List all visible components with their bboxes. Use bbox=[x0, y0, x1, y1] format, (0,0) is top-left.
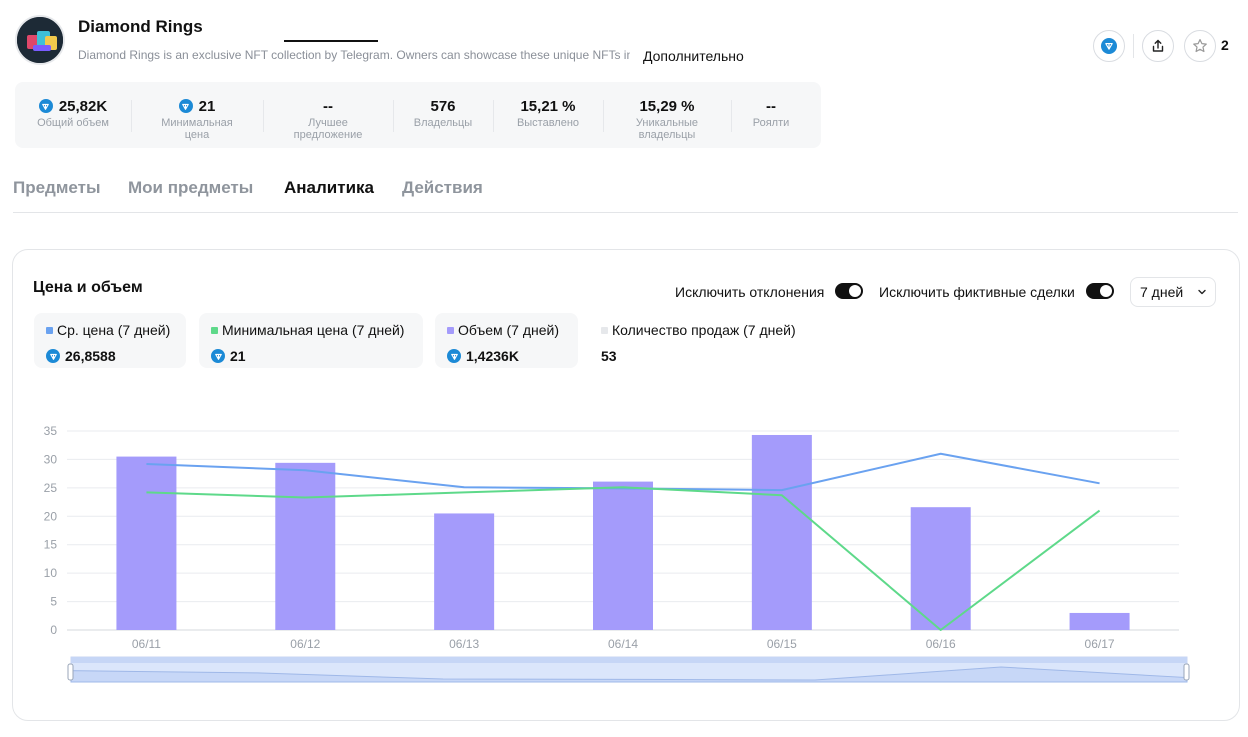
legend-name: Объем (7 дней) bbox=[458, 322, 560, 338]
avg-price-line[interactable] bbox=[146, 452, 1100, 492]
legend-value: 1,4236K bbox=[466, 348, 519, 364]
share-button[interactable] bbox=[1142, 30, 1174, 62]
ton-icon bbox=[38, 99, 53, 113]
tab-analytics[interactable]: Аналитика bbox=[284, 178, 374, 197]
x-tick-label: 06/13 bbox=[449, 637, 479, 651]
volume-bar[interactable] bbox=[593, 481, 653, 630]
volume-bar[interactable] bbox=[910, 507, 971, 630]
ton-icon bbox=[46, 349, 60, 363]
y-tick-label: 0 bbox=[50, 623, 57, 637]
zoom-slider-top-bar[interactable] bbox=[71, 657, 1187, 663]
stat-value: 25,82K bbox=[58, 97, 108, 115]
stat-floor-price: 21 Минимальная цена bbox=[131, 82, 263, 148]
y-tick-label: 30 bbox=[44, 452, 58, 466]
share-icon bbox=[1152, 39, 1164, 52]
favorites-count: 2 bbox=[1221, 37, 1229, 53]
legend-value: 21 bbox=[230, 348, 246, 364]
stat-value: 15,21 % bbox=[520, 97, 576, 115]
legend-swatch bbox=[601, 326, 608, 334]
y-tick-label: 10 bbox=[44, 566, 58, 580]
ton-icon bbox=[1101, 38, 1117, 54]
legend-floor-price[interactable]: Минимальная цена (7 дней) 21 bbox=[199, 313, 423, 368]
stat-value: 576 bbox=[430, 97, 456, 115]
x-tick-label: 06/11 bbox=[132, 637, 161, 651]
stat-best-offer: -- Лучшее предложение bbox=[263, 82, 393, 148]
tab-my-items[interactable]: Мои предметы bbox=[128, 178, 254, 197]
x-tick-label: 06/15 bbox=[767, 637, 797, 651]
legend-avg-price[interactable]: Ср. цена (7 дней) 26,8588 bbox=[34, 313, 186, 368]
legend-swatch bbox=[46, 326, 53, 334]
tab-bar: Предметы Мои предметы Аналитика Действия bbox=[13, 170, 1238, 213]
stat-label: Выставлено bbox=[516, 117, 580, 129]
star-icon bbox=[1193, 39, 1207, 53]
stat-label: Минимальная цена bbox=[161, 117, 233, 141]
tab-activity[interactable]: Действия bbox=[402, 178, 483, 197]
stat-listed: 15,21 % Выставлено bbox=[493, 82, 603, 148]
price-volume-chart: 0 5 10 15 20 25 30 35 06/11 06/12 06/13 06/14 06/15 0… bbox=[44, 424, 1190, 683]
collection-avatar bbox=[15, 15, 65, 65]
stat-value: 21 bbox=[198, 97, 216, 115]
stat-total-volume: 25,82K Общий объем bbox=[15, 82, 131, 148]
collection-description: Diamond Rings is an exclusive NFT collec… bbox=[78, 48, 630, 62]
exclude-outliers-label: Исключить отклонения bbox=[675, 284, 825, 300]
y-tick-label: 5 bbox=[50, 595, 57, 609]
active-tab-indicator bbox=[284, 40, 378, 42]
stat-label: Общий объем bbox=[37, 117, 109, 129]
favorite-button[interactable] bbox=[1184, 30, 1216, 62]
period-value: 7 дней bbox=[1140, 284, 1184, 300]
stat-label: Роялти bbox=[752, 117, 790, 129]
tab-items[interactable]: Предметы bbox=[13, 178, 101, 197]
stat-label: Лучшее предложение bbox=[293, 117, 363, 141]
y-tick-label: 35 bbox=[44, 424, 58, 438]
more-link[interactable]: Дополнительно bbox=[643, 48, 744, 64]
volume-bar[interactable] bbox=[751, 434, 812, 630]
collection-title: Diamond Rings bbox=[78, 17, 203, 36]
stats-bar: 25,82K Общий объем 21 Минимальная цена -… bbox=[15, 82, 821, 148]
volume-bar[interactable] bbox=[1069, 612, 1130, 630]
legend-name: Ср. цена (7 дней) bbox=[57, 322, 171, 338]
legend-swatch bbox=[447, 326, 454, 334]
stat-value: -- bbox=[766, 97, 776, 115]
stat-unique-owners: 15,29 % Уникальные владельцы bbox=[603, 82, 731, 148]
stat-value: 15,29 % bbox=[639, 97, 695, 115]
x-tick-label: 06/17 bbox=[1085, 637, 1115, 651]
y-tick-label: 25 bbox=[44, 481, 58, 495]
volume-bar[interactable] bbox=[434, 513, 495, 630]
exclude-wash-toggle[interactable] bbox=[1086, 283, 1114, 299]
zoom-handle-right[interactable] bbox=[1183, 663, 1190, 681]
chevron-down-icon bbox=[1198, 289, 1206, 295]
collection-image bbox=[17, 17, 63, 63]
y-tick-label: 15 bbox=[44, 538, 58, 552]
ton-icon bbox=[447, 349, 461, 363]
stat-label: Владельцы bbox=[413, 117, 473, 129]
x-tick-label: 06/14 bbox=[608, 637, 638, 651]
stat-royalty: -- Роялти bbox=[731, 82, 811, 148]
legend-value: 26,8588 bbox=[65, 348, 116, 364]
exclude-wash-label: Исключить фиктивные сделки bbox=[879, 284, 1075, 300]
x-tick-label: 06/16 bbox=[926, 637, 956, 651]
x-tick-label: 06/12 bbox=[290, 637, 320, 651]
y-tick-label: 20 bbox=[44, 509, 58, 523]
ton-network-button[interactable] bbox=[1093, 30, 1125, 62]
price-volume-card: Цена и объем Исключить отклонения Исключ… bbox=[12, 249, 1240, 721]
exclude-outliers-toggle[interactable] bbox=[835, 283, 863, 299]
legend-name: Минимальная цена (7 дней) bbox=[222, 322, 405, 338]
card-title: Цена и объем bbox=[33, 279, 143, 296]
ton-icon bbox=[211, 349, 225, 363]
floor-price-line[interactable] bbox=[146, 486, 1101, 631]
period-select[interactable]: 7 дней bbox=[1130, 277, 1216, 307]
ton-icon bbox=[178, 99, 193, 113]
legend-volume[interactable]: Объем (7 дней) 1,4236K bbox=[435, 313, 578, 368]
legend-swatch bbox=[211, 326, 218, 334]
stat-value: -- bbox=[323, 97, 333, 115]
volume-bar[interactable] bbox=[116, 456, 177, 630]
legend-name: Количество продаж (7 дней) bbox=[612, 322, 796, 338]
zoom-handle-left[interactable] bbox=[67, 663, 74, 681]
stat-label: Уникальные владельцы bbox=[635, 117, 699, 141]
volume-bar[interactable] bbox=[275, 462, 336, 630]
legend-sales-count[interactable]: Количество продаж (7 дней) 53 bbox=[589, 313, 809, 368]
legend-value: 53 bbox=[601, 348, 617, 364]
stat-owners: 576 Владельцы bbox=[393, 82, 493, 148]
header-divider bbox=[1133, 34, 1134, 58]
